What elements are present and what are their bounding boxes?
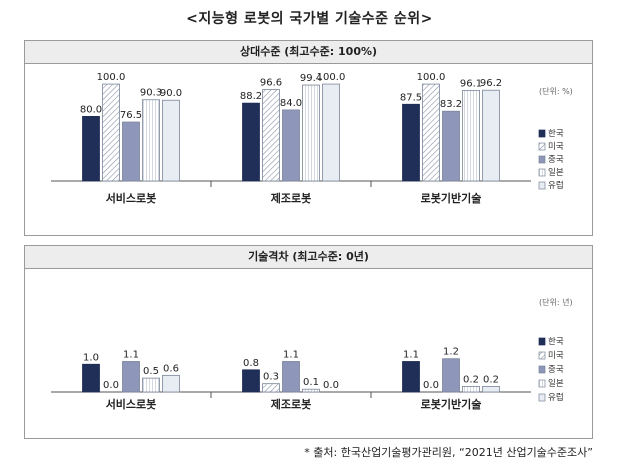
data-label-usa-2: 100.0 bbox=[417, 72, 446, 83]
bar-korea-1 bbox=[242, 369, 260, 393]
bar-usa-1 bbox=[262, 383, 280, 393]
data-label-japan-1: 0.1 bbox=[303, 377, 319, 388]
category-label-0: 서비스로봇 bbox=[106, 191, 157, 205]
data-label-korea-0: 1.0 bbox=[83, 352, 99, 363]
bar-china-2 bbox=[442, 358, 460, 393]
relative-level-chart: 80.0 100.0 76.5 90.390.0 서비스로봇 88.2 96.6 84.0 99… bbox=[51, 72, 573, 205]
legend-label-europe: 유럽 bbox=[548, 393, 564, 403]
category-label-2: 로봇기반기술 bbox=[421, 397, 482, 411]
data-label-europe-1: 0.0 bbox=[323, 380, 339, 391]
bar-korea-2 bbox=[402, 361, 420, 393]
bar-usa-2 bbox=[422, 83, 440, 182]
unit-label: (단위: 년) bbox=[539, 297, 573, 307]
data-label-japan-2: 0.2 bbox=[463, 374, 479, 385]
legend-label-korea: 한국 bbox=[548, 129, 564, 139]
data-label-usa-0: 100.0 bbox=[97, 72, 126, 83]
legend-swatch-china bbox=[538, 155, 546, 164]
bar-europe-1 bbox=[322, 83, 340, 182]
bar-usa-0 bbox=[102, 83, 120, 182]
data-label-korea-1: 88.2 bbox=[240, 91, 262, 102]
category-label-2: 로봇기반기술 bbox=[421, 191, 482, 205]
bar-china-1 bbox=[282, 361, 300, 393]
bar-korea-2 bbox=[402, 103, 420, 182]
legend-swatch-japan bbox=[538, 168, 546, 177]
data-label-korea-0: 80.0 bbox=[80, 104, 102, 115]
bar-europe-2 bbox=[482, 386, 500, 393]
legend-swatch-korea bbox=[538, 337, 546, 346]
data-label-korea-2: 1.1 bbox=[403, 349, 419, 360]
category-label-1: 제조로봇 bbox=[271, 191, 311, 205]
data-label-china-1: 1.1 bbox=[283, 349, 299, 360]
bar-korea-0 bbox=[82, 115, 100, 182]
legend-swatch-korea bbox=[538, 129, 546, 138]
data-label-europe-2: 96.2 bbox=[480, 78, 502, 89]
category-label-0: 서비스로봇 bbox=[106, 397, 157, 411]
data-label-china-0: 76.5 bbox=[120, 110, 142, 121]
bar-japan-2 bbox=[462, 386, 480, 393]
data-label-europe-0: 0.6 bbox=[163, 363, 179, 374]
data-label-usa-1: 0.3 bbox=[263, 372, 279, 383]
data-label-china-1: 84.0 bbox=[280, 98, 302, 109]
legend-label-china: 중국 bbox=[548, 155, 564, 165]
data-label-usa-1: 96.6 bbox=[260, 78, 282, 89]
bar-japan-1 bbox=[302, 84, 320, 182]
bar-japan-0 bbox=[142, 99, 160, 182]
data-label-europe-1: 100.0 bbox=[317, 72, 346, 83]
bar-japan-2 bbox=[462, 89, 480, 182]
tech-gap-chart-title: 기술격차 (최고수준: 0년) bbox=[25, 246, 592, 269]
bar-korea-0 bbox=[82, 363, 100, 393]
bar-china-1 bbox=[282, 109, 300, 182]
legend-swatch-china bbox=[538, 365, 546, 374]
data-label-europe-0: 90.0 bbox=[160, 88, 182, 99]
legend-swatch-europe bbox=[538, 181, 546, 190]
legend-label-china: 중국 bbox=[548, 365, 564, 375]
bar-china-2 bbox=[442, 110, 460, 182]
data-label-japan-0: 90.3 bbox=[140, 88, 162, 99]
data-label-europe-2: 0.2 bbox=[483, 374, 499, 385]
data-label-korea-1: 0.8 bbox=[243, 358, 259, 369]
data-label-usa-2: 0.0 bbox=[423, 380, 439, 391]
page-title: <지능형 로봇의 국가별 기술수준 순위> bbox=[186, 11, 433, 27]
data-label-korea-2: 87.5 bbox=[400, 92, 422, 103]
bar-europe-0 bbox=[162, 374, 180, 393]
legend-label-usa: 미국 bbox=[548, 142, 564, 152]
data-label-japan-0: 0.5 bbox=[143, 366, 159, 377]
bar-europe-0 bbox=[162, 99, 180, 182]
bar-japan-1 bbox=[302, 388, 320, 393]
bar-usa-1 bbox=[262, 89, 280, 182]
legend-swatch-usa bbox=[538, 142, 546, 151]
tech-gap-chart-panel: 기술격차 (최고수준: 0년) 1.0 0.0 1.1 0.5 0.6 서비스로봇 0.8 0… bbox=[24, 245, 593, 439]
bar-europe-2 bbox=[482, 89, 500, 182]
legend-swatch-europe bbox=[538, 393, 546, 402]
data-label-china-0: 1.1 bbox=[123, 349, 139, 360]
legend-label-europe: 유럽 bbox=[548, 181, 564, 191]
data-label-china-2: 83.2 bbox=[440, 99, 462, 110]
data-label-usa-0: 0.0 bbox=[103, 380, 119, 391]
source-note: * 출처: 한국산업기술평가관리원, “2021년 산업기술수준조사” bbox=[304, 446, 593, 459]
tech-gap-chart: 1.0 0.0 1.1 0.5 0.6 서비스로봇 0.8 0.3 1.1 0.1 0.0 제조로봇 1… bbox=[51, 297, 573, 411]
legend-label-japan: 일본 bbox=[548, 168, 564, 178]
bar-japan-0 bbox=[142, 377, 160, 393]
data-label-japan-2: 96.1 bbox=[460, 78, 482, 89]
category-label-1: 제조로봇 bbox=[271, 397, 311, 411]
legend-label-japan: 일본 bbox=[548, 379, 564, 389]
bar-china-0 bbox=[122, 361, 140, 393]
data-label-china-2: 1.2 bbox=[443, 347, 459, 358]
unit-label: (단위: %) bbox=[539, 86, 573, 96]
data-label-japan-1: 99.4 bbox=[300, 73, 322, 84]
relative-level-chart-title: 상대수준 (최고수준: 100%) bbox=[25, 41, 592, 64]
legend-label-usa: 미국 bbox=[548, 351, 564, 361]
legend-label-korea: 한국 bbox=[548, 337, 564, 347]
legend-swatch-japan bbox=[538, 379, 546, 388]
relative-level-chart-panel: 상대수준 (최고수준: 100%) 80.0 100.0 76.5 90.3 90.0 서… bbox=[24, 40, 593, 236]
bar-china-0 bbox=[122, 121, 140, 182]
legend-swatch-usa bbox=[538, 351, 546, 360]
bar-korea-1 bbox=[242, 102, 260, 182]
